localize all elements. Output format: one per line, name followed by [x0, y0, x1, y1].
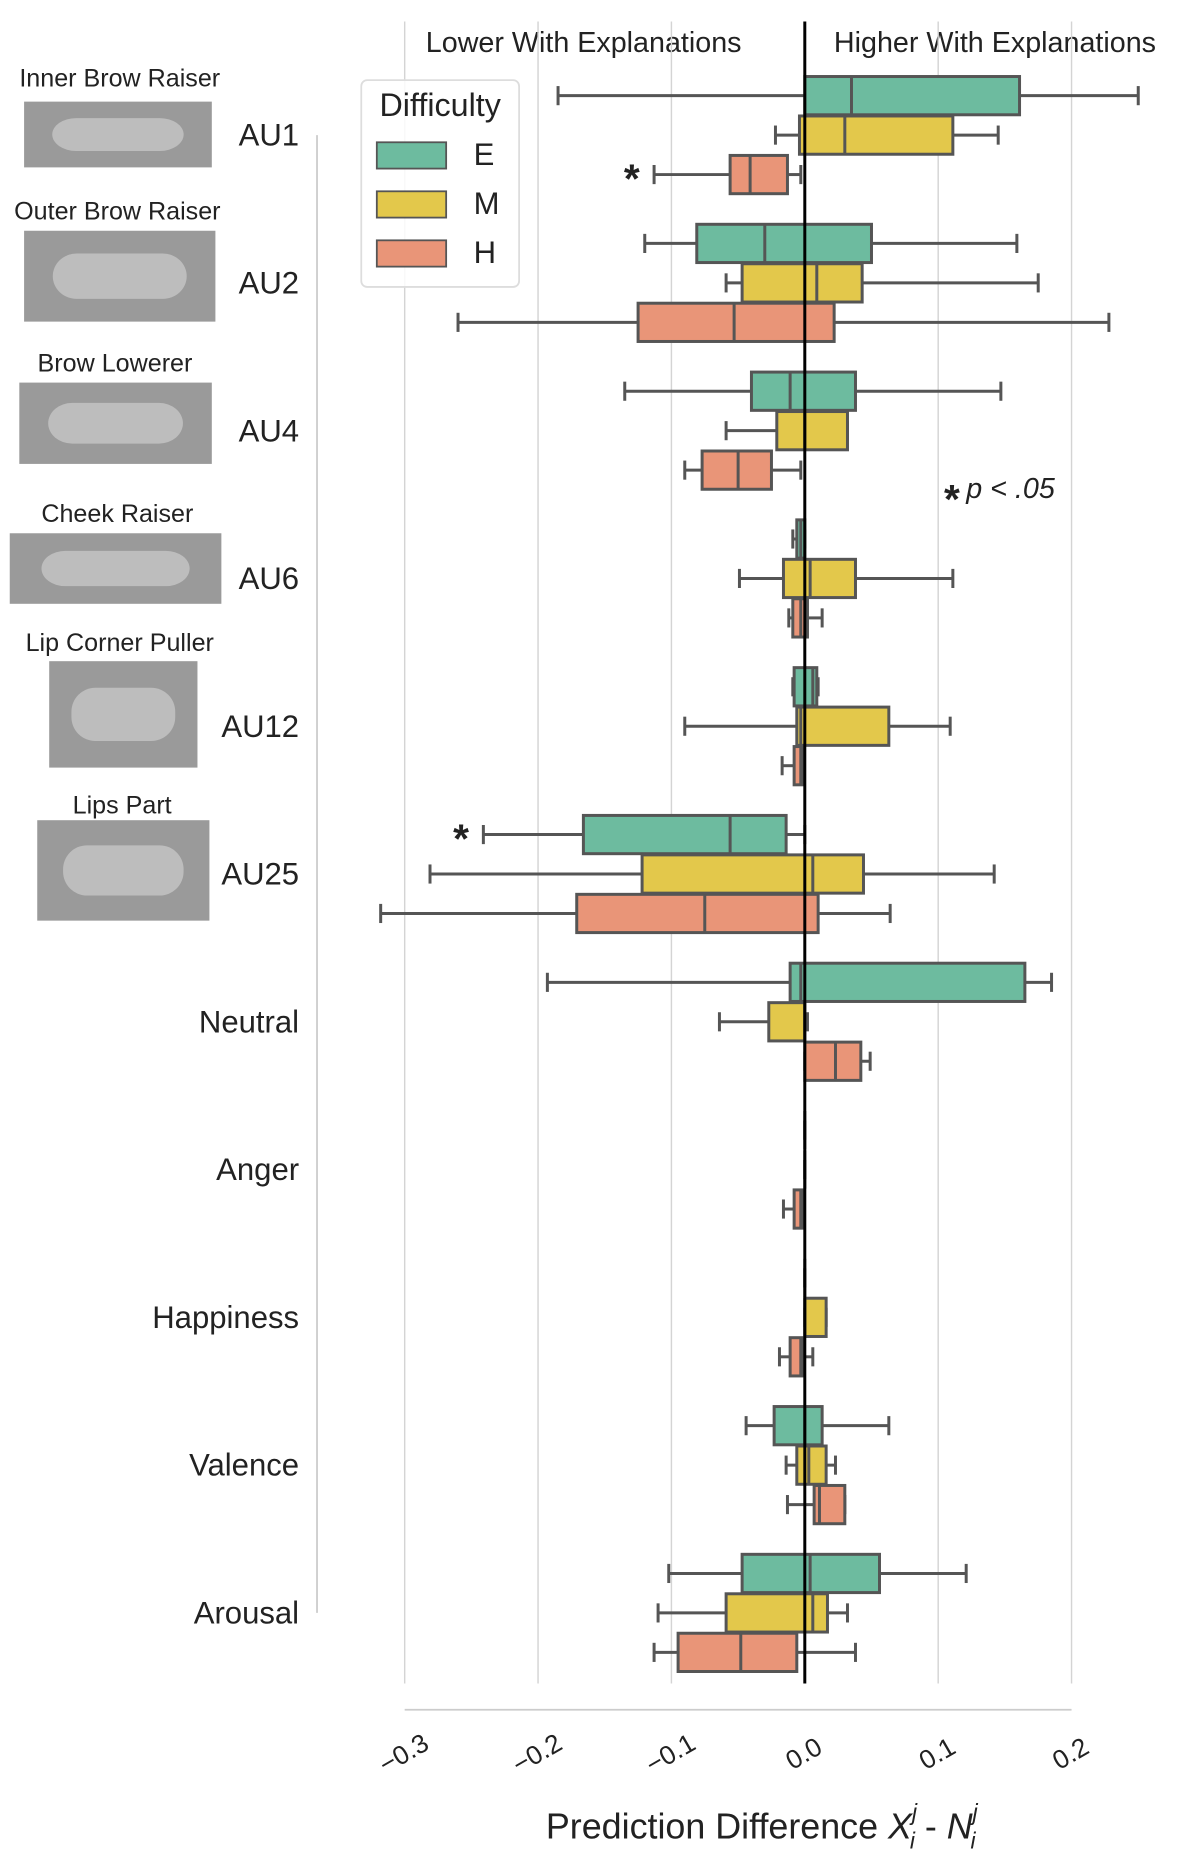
box: [772, 1405, 824, 1447]
face-shade: [41, 550, 190, 587]
x-label-part: N: [947, 1807, 973, 1847]
legend-swatch: [375, 190, 448, 219]
box: [636, 301, 836, 343]
y-tick-label: AU6: [239, 561, 299, 596]
x-tick-label: −0.2: [507, 1727, 567, 1779]
y-tick-label: Valence: [189, 1448, 299, 1483]
au-name: Inner Brow Raiser: [19, 65, 220, 93]
au-name: Lips Part: [73, 792, 172, 820]
box: [575, 892, 820, 935]
box: [581, 813, 788, 856]
face-shade: [63, 845, 184, 896]
face-shade: [71, 687, 176, 741]
x-label-part: Prediction Difference: [546, 1807, 878, 1847]
x-label-part: i: [971, 1827, 977, 1853]
x-tick-label: 0.0: [780, 1731, 827, 1775]
face-shade: [52, 118, 184, 151]
significance-marker: *: [453, 815, 469, 861]
box: [640, 853, 865, 895]
face-shade: [48, 402, 183, 444]
face-shade: [52, 253, 187, 299]
box: [795, 705, 891, 747]
box: [740, 262, 864, 304]
au-name: Lip Corner Puller: [26, 629, 214, 657]
legend-label: H: [474, 235, 496, 270]
significance-marker: *: [624, 155, 640, 201]
legend-box: [360, 79, 520, 288]
header-left: Lower With Explanations: [426, 27, 742, 59]
box: [803, 75, 1022, 117]
legend-title: Difficulty: [380, 87, 502, 123]
box: [728, 153, 789, 196]
x-tick-label: −0.1: [640, 1727, 700, 1779]
y-tick-label: AU25: [221, 857, 299, 892]
legend-swatch: [375, 141, 448, 170]
box: [781, 557, 857, 600]
y-tick-label: AU12: [221, 709, 299, 744]
box: [797, 114, 955, 156]
y-tick-label: Happiness: [152, 1300, 299, 1335]
legend-label: E: [474, 137, 495, 172]
y-tick-label: Arousal: [194, 1596, 299, 1631]
box: [767, 1001, 807, 1043]
y-tick-label: Neutral: [199, 1004, 299, 1039]
y-tick-label: AU2: [239, 265, 299, 300]
x-tick-label: 0.1: [914, 1731, 961, 1775]
box: [803, 1296, 828, 1338]
au-name: Outer Brow Raiser: [14, 197, 220, 225]
significance-marker: *: [944, 476, 960, 522]
box: [788, 961, 1027, 1003]
legend-swatch: [375, 239, 448, 268]
significance-note: p < .05: [965, 473, 1056, 505]
legend-label: M: [474, 186, 500, 221]
y-tick-label: AU4: [239, 413, 299, 448]
y-tick-label: Anger: [216, 1152, 299, 1187]
x-label-part: -: [925, 1807, 937, 1847]
x-label-part: X: [887, 1807, 914, 1847]
box: [795, 1444, 828, 1486]
box: [695, 222, 873, 265]
x-label-part: i: [910, 1827, 916, 1853]
y-tick-label: AU1: [239, 118, 299, 153]
box: [803, 1040, 863, 1082]
x-label-part: j: [970, 1799, 979, 1825]
au-name: Brow Lowerer: [38, 349, 193, 377]
au-name: Cheek Raiser: [41, 500, 193, 528]
x-tick-label: −0.3: [374, 1727, 434, 1779]
x-tick-label: 0.2: [1047, 1731, 1094, 1775]
x-label-part: j: [909, 1799, 918, 1825]
box: [775, 410, 849, 452]
x-axis-label: Prediction Difference Xji​ - Nji​: [546, 1799, 979, 1854]
box: [676, 1631, 799, 1673]
header-right: Higher With Explanations: [834, 27, 1156, 59]
